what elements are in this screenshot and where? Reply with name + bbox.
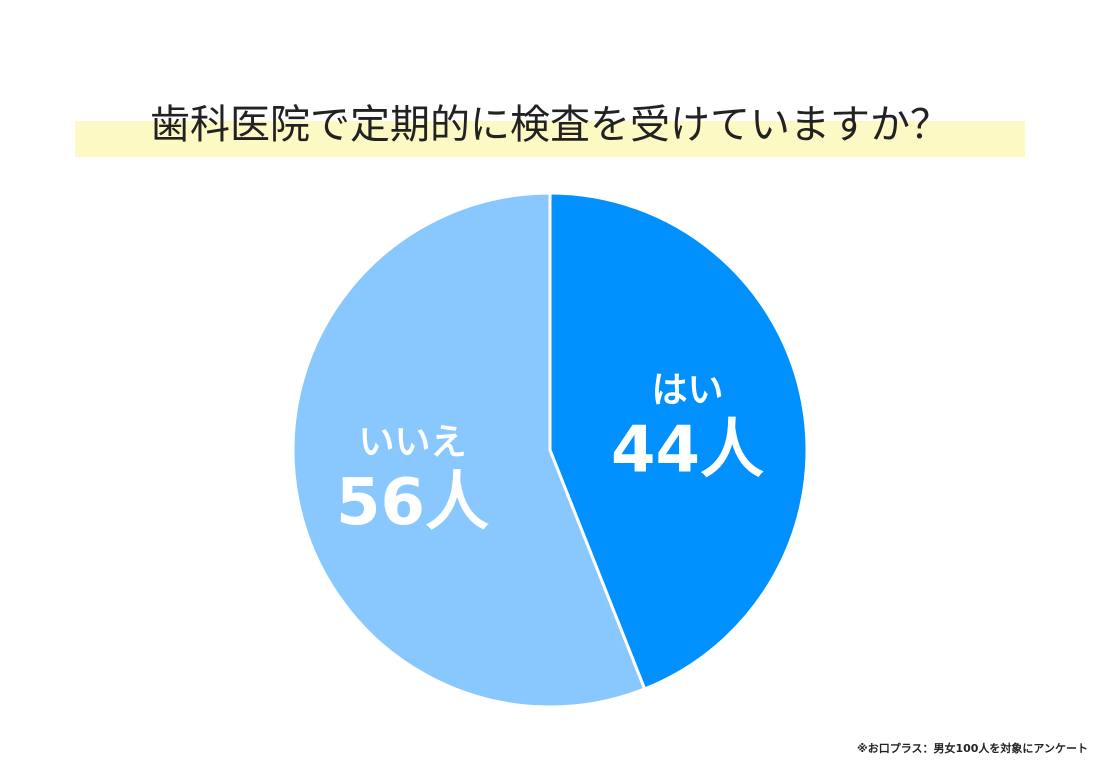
slice-category-label: いいえ [358, 422, 466, 463]
slice-value-label: 44人 [611, 413, 764, 487]
chart-title: 歯科医院で定期的に検査を受けていますか？ [150, 102, 950, 148]
pie-slice [291, 191, 647, 709]
source-note: ※お口プラス：男女100人を対象にアンケート [857, 741, 1088, 755]
pie-slice [548, 191, 809, 691]
slice-category-label: はい [652, 370, 724, 411]
title-highlight [75, 121, 1025, 157]
slice-value-label: 56人 [336, 466, 489, 540]
